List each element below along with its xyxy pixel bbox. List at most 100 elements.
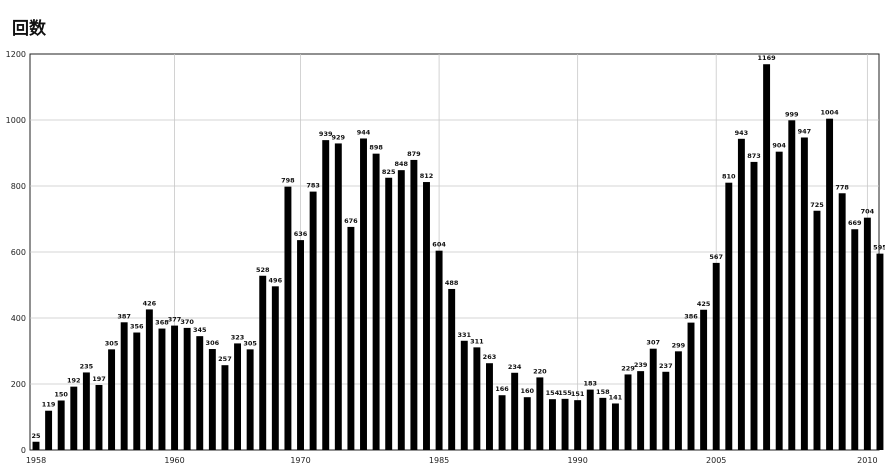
bar — [145, 309, 153, 450]
data-label: 323 — [231, 333, 245, 341]
x-tick-label: 1985 — [429, 456, 449, 465]
y-tick-label: 200 — [11, 380, 26, 389]
data-label: 160 — [520, 387, 534, 395]
data-label: 595 — [873, 244, 885, 252]
bar — [347, 226, 355, 450]
bar — [297, 240, 304, 450]
bar — [95, 384, 103, 450]
data-label: 939 — [319, 130, 333, 138]
bar — [45, 410, 53, 450]
bar — [611, 403, 619, 450]
data-label: 1169 — [758, 54, 777, 62]
data-label: 669 — [848, 219, 862, 227]
data-label: 151 — [571, 390, 585, 398]
bar — [800, 137, 808, 451]
data-label: 197 — [92, 375, 106, 383]
bar — [599, 397, 607, 450]
x-tick-label: 1958 — [26, 456, 46, 465]
data-label: 141 — [609, 393, 623, 401]
data-label: 119 — [42, 401, 56, 409]
data-label: 257 — [218, 355, 232, 363]
bar — [624, 374, 632, 450]
bar — [851, 229, 859, 450]
y-tick-label: 400 — [11, 314, 26, 323]
data-label: 183 — [583, 380, 597, 388]
data-label: 488 — [445, 279, 459, 287]
y-tick-label: 800 — [11, 182, 26, 191]
bar — [548, 399, 556, 450]
data-label: 904 — [772, 142, 786, 150]
bar — [435, 250, 443, 450]
data-label: 636 — [294, 230, 308, 238]
x-tick-label: 1990 — [567, 456, 587, 465]
data-label: 567 — [709, 253, 723, 261]
data-label: 305 — [105, 339, 119, 347]
bar — [385, 177, 393, 450]
bar — [737, 138, 745, 450]
chart-title: 回数 — [12, 19, 46, 39]
bar — [649, 348, 657, 450]
y-tick-label: 1200 — [6, 50, 26, 59]
bar — [536, 377, 544, 450]
x-tick-label: 2010 — [857, 456, 877, 465]
bar — [57, 400, 65, 450]
data-label: 386 — [684, 313, 698, 321]
bar — [234, 343, 242, 450]
data-label: 307 — [646, 339, 660, 347]
bar — [561, 398, 569, 450]
data-label: 25 — [31, 432, 41, 440]
data-label: 496 — [269, 276, 283, 284]
data-label: 229 — [621, 364, 635, 372]
y-tick-label: 0 — [21, 446, 26, 455]
bar — [876, 253, 884, 450]
data-label: 810 — [722, 173, 736, 181]
bar — [511, 372, 519, 450]
bar — [838, 193, 846, 450]
bar — [196, 336, 204, 450]
data-label: 331 — [457, 331, 471, 339]
data-label: 154 — [546, 389, 560, 397]
data-label: 220 — [533, 367, 547, 375]
data-label: 370 — [180, 318, 194, 326]
data-label: 234 — [508, 363, 522, 371]
bar — [334, 143, 342, 450]
bar — [750, 161, 758, 450]
data-label: 263 — [483, 353, 497, 361]
bar — [763, 64, 771, 450]
data-label: 944 — [357, 128, 371, 136]
bar — [574, 400, 582, 450]
bar — [423, 182, 430, 451]
bar — [271, 286, 279, 450]
data-label: 299 — [672, 341, 686, 349]
data-label: 898 — [369, 144, 383, 152]
bar — [322, 140, 330, 450]
bar — [360, 138, 367, 451]
bar — [171, 325, 179, 450]
data-label: 783 — [306, 182, 320, 190]
data-label: 825 — [382, 168, 396, 176]
data-label: 387 — [117, 312, 131, 320]
data-label: 239 — [634, 361, 648, 369]
bar — [637, 371, 645, 450]
data-label: 345 — [193, 326, 207, 334]
data-label: 155 — [558, 389, 572, 397]
bar — [813, 210, 821, 450]
bar — [700, 309, 708, 450]
data-label: 368 — [155, 319, 169, 327]
bar — [725, 182, 733, 450]
data-label: 150 — [54, 391, 68, 399]
data-label: 604 — [432, 241, 446, 249]
data-label: 158 — [596, 388, 610, 396]
data-label: 943 — [735, 129, 749, 137]
data-label: 929 — [332, 133, 346, 141]
bar — [460, 340, 468, 450]
bar — [788, 120, 796, 450]
bar — [775, 151, 783, 450]
bar — [246, 349, 254, 450]
data-label: 798 — [281, 177, 295, 185]
bar — [712, 262, 720, 450]
bar — [158, 328, 166, 450]
bar — [586, 389, 594, 450]
data-label: 528 — [256, 266, 270, 274]
